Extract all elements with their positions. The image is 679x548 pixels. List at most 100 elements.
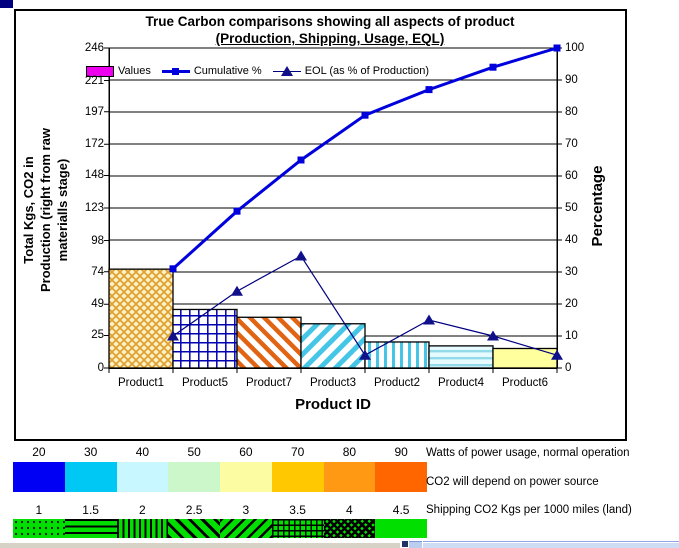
- legend-values-label: Values: [118, 65, 151, 77]
- shipping-strip-caption: Shipping CO2 Kgs per 1000 miles (land): [426, 504, 632, 516]
- y-left-tick-label-49: 49: [91, 298, 104, 311]
- cumulative-marker-product5: [233, 207, 241, 215]
- window-corner-block: [0, 0, 13, 8]
- cumulative-marker-product4: [489, 63, 497, 71]
- y-left-tick-label-197: 197: [84, 105, 104, 118]
- eol-marker-product7: [295, 250, 307, 261]
- eol-marker-product2: [423, 314, 435, 325]
- bar-product1: [108, 268, 174, 369]
- power-swatch-20: [13, 462, 65, 492]
- shipping-tick-1.5: 1.5: [82, 503, 99, 517]
- x-tick-label-product5: Product5: [181, 377, 229, 389]
- x-tick-label-product2: Product2: [373, 377, 421, 389]
- pane-divider[interactable]: [402, 541, 408, 547]
- chart-title-line2: (Production, Shipping, Usage, EQL): [215, 31, 445, 46]
- horizontal-scrollbar[interactable]: [423, 541, 679, 548]
- y-right-tick-label-60: 60: [565, 170, 578, 182]
- power-tick-40: 40: [135, 445, 150, 459]
- power-swatch-60: [220, 462, 272, 492]
- y-left-tick-label-98: 98: [91, 234, 104, 247]
- power-tick-50: 50: [187, 445, 201, 459]
- bar-product2: [364, 341, 430, 369]
- eol-marker-product1: [167, 330, 179, 341]
- power-tick-30: 30: [83, 445, 98, 459]
- shipping-tick-2.5: 2.5: [185, 503, 203, 517]
- y-left-tick-label-123: 123: [84, 202, 104, 214]
- y-right-tick-label-100: 100: [565, 42, 585, 54]
- shipping-swatch-2.5: [168, 519, 220, 538]
- scrollbar-button[interactable]: [409, 541, 422, 548]
- power-swatch-80: [323, 462, 376, 492]
- x-tick-label-product4: Product4: [437, 377, 485, 389]
- power-swatch-30: [64, 462, 117, 492]
- bar-product7: [236, 316, 302, 369]
- cumulative-marker-product3: [361, 111, 369, 119]
- y-left-tick-label-246: 246: [84, 42, 104, 54]
- eol-marker-product3: [359, 349, 371, 360]
- y-left-tick-label-172: 172: [84, 138, 104, 151]
- shipping-tick-4.5: 4.5: [392, 503, 410, 517]
- cumulative-marker-product2: [425, 86, 433, 94]
- x-tick-label-product3: Product3: [309, 377, 357, 389]
- bar-product4: [428, 345, 494, 369]
- y-left-tick-label-74: 74: [91, 265, 104, 278]
- shipping-swatch-1: [13, 519, 65, 538]
- legend-item-cumulative: Cumulative %: [161, 65, 262, 77]
- y-right-tick-label-50: 50: [565, 202, 578, 214]
- shipping-swatch-4.5: [375, 519, 427, 538]
- shipping-tick-1: 1: [35, 503, 43, 517]
- y-right-tick-label-40: 40: [565, 234, 578, 246]
- legend-eol-label: EOL (as % of Production): [304, 65, 430, 77]
- legend-cumulative-label: Cumulative %: [193, 65, 262, 77]
- cumulative-line-icon: [161, 67, 190, 76]
- shipping-swatch-2: [116, 519, 169, 538]
- power-tick-60: 60: [239, 445, 253, 459]
- y-left-tick-label-148: 148: [84, 169, 104, 182]
- statusbar-fragment: [0, 542, 400, 548]
- legend-item-eol: EOL (as % of Production): [272, 65, 430, 77]
- shipping-swatch-4: [323, 519, 376, 538]
- shipping-swatch-3: [220, 519, 272, 538]
- bar-product3: [300, 323, 366, 369]
- chart-legend: Values Cumulative % EOL (as % of Product…: [86, 63, 429, 79]
- chart-title-line1: True Carbon comparisons showing all aspe…: [145, 14, 515, 29]
- power-strip-caption: Watts of power usage, normal operation: [426, 447, 630, 459]
- shipping-tick-3.5: 3.5: [289, 503, 306, 517]
- power-swatch-90: [375, 462, 427, 492]
- shipping-tick-2: 2: [139, 503, 146, 517]
- legend-item-values: Values: [86, 65, 151, 77]
- power-swatch-40: [116, 462, 169, 492]
- bar-product6: [492, 347, 558, 369]
- y-left-tick-label-0: 0: [97, 362, 104, 374]
- power-strip-tick-labels: 20 30 40 50 60 70 80 90: [13, 445, 427, 459]
- shipping-tick-4: 4: [346, 503, 353, 517]
- shipping-strip-tick-labels: 1 1.5 2 2.5 3 3.5 4 4.5: [13, 503, 427, 517]
- shipping-swatch-3.5: [271, 519, 324, 538]
- y-right-tick-label-30: 30: [565, 266, 578, 278]
- x-tick-label-product6: Product6: [501, 377, 549, 389]
- cumulative-marker-product7: [297, 156, 305, 164]
- chart-title: True Carbon comparisons showing all aspe…: [50, 13, 610, 47]
- y-left-tick-label-221: 221: [84, 74, 104, 87]
- eol-marker-product5: [231, 285, 243, 296]
- shipping-pattern-scale: [13, 519, 427, 538]
- eol-line-icon: [272, 65, 301, 76]
- power-tick-90: 90: [394, 445, 408, 459]
- y-right-tick-label-80: 80: [565, 106, 578, 118]
- cumulative-line: [171, 46, 558, 270]
- x-tick-label-product7: Product7: [245, 377, 293, 389]
- power-source-note: CO2 will depend on power source: [426, 476, 599, 488]
- shipping-swatch-1.5: [64, 519, 117, 538]
- y-right-tick-label-90: 90: [565, 74, 578, 86]
- power-tick-20: 20: [32, 445, 46, 459]
- shipping-tick-3: 3: [242, 503, 250, 517]
- y-right-tick-label-20: 20: [565, 298, 578, 310]
- cumulative-marker-product1: [169, 265, 177, 273]
- power-tick-70: 70: [290, 445, 305, 459]
- power-swatch-50: [168, 462, 220, 492]
- cumulative-marker-product6: [553, 44, 561, 52]
- x-axis-title: Product ID: [295, 396, 371, 413]
- y-right-tick-label-10: 10: [565, 330, 578, 342]
- power-swatch-70: [271, 462, 324, 492]
- bar-product5: [172, 308, 238, 369]
